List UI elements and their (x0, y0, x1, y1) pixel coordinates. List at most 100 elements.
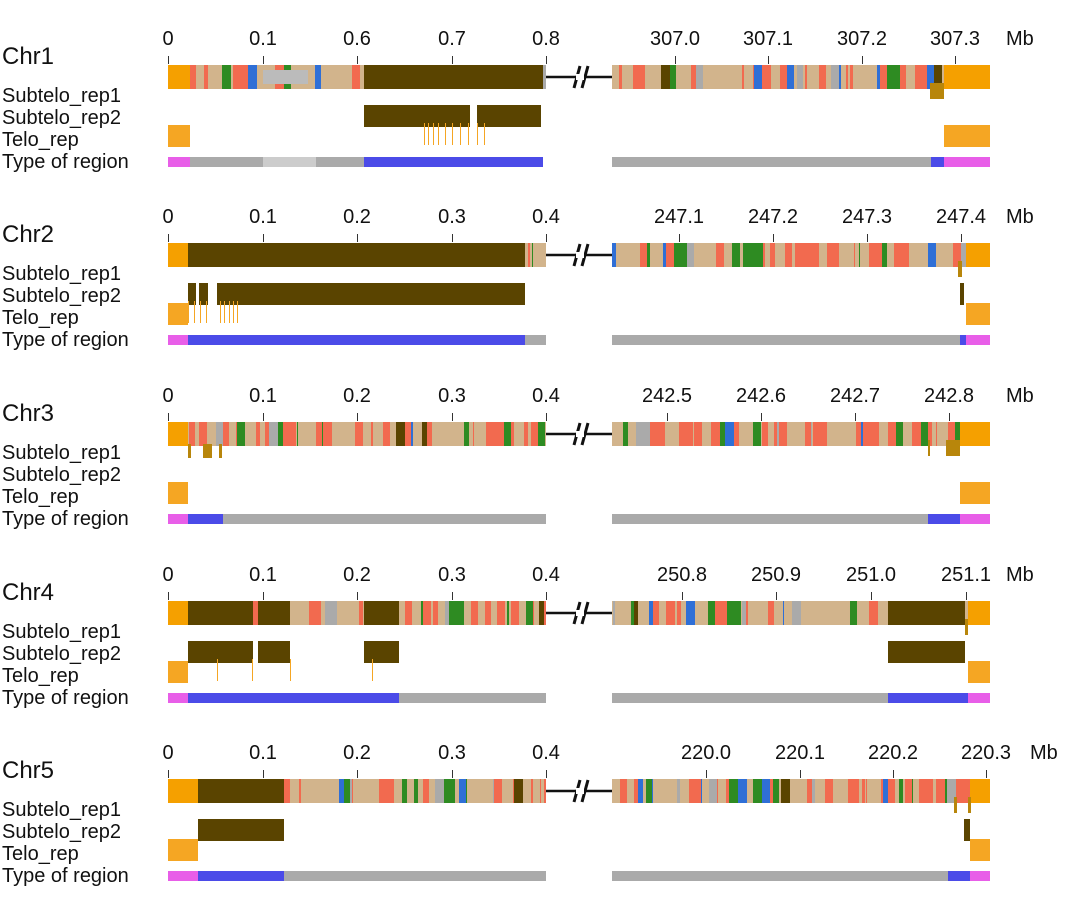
annotation-stripe (207, 422, 216, 446)
region-type-segment (364, 157, 543, 167)
annotation-stripe (753, 65, 754, 89)
axis-tick-label: 0.2 (343, 206, 371, 228)
track-label: Type of region (2, 329, 129, 351)
annotation-stripe (846, 65, 848, 89)
annotation-stripe (294, 601, 303, 625)
track-label: Telo_rep (2, 843, 79, 865)
annotation-stripe (522, 422, 524, 446)
annotation-stripe (303, 601, 309, 625)
annotation-stripe (363, 422, 371, 446)
annotation-stripe (843, 779, 845, 803)
annotation-stripe (854, 243, 855, 267)
annotation-stripe (296, 422, 297, 446)
annotation-stripe (750, 779, 752, 803)
annotation-stripe (839, 243, 843, 267)
annotation-stripe (740, 243, 741, 267)
annotation-stripe (918, 243, 927, 267)
annotation-stripe (252, 422, 255, 446)
annotation-stripe (541, 779, 544, 803)
annotation-stripe (812, 422, 813, 446)
annotation-stripe (770, 422, 774, 446)
track-label: Telo_rep (2, 129, 79, 151)
annotation-stripe (742, 601, 746, 625)
annotation-stripe (352, 422, 355, 446)
annotation-stripe (887, 601, 888, 625)
axis-tick-label: 0 (162, 206, 174, 228)
annotation-stripe (681, 601, 686, 625)
annotation-stripe (231, 65, 233, 89)
annotation-stripe (909, 243, 918, 267)
annotation-stripe (818, 779, 825, 803)
annotation-stripe (421, 601, 423, 625)
annotation-stripe (670, 65, 676, 89)
subtelomere-block (364, 601, 399, 625)
annotation-stripe (768, 422, 770, 446)
annotation-stripe (812, 779, 815, 803)
region-type-segment (316, 157, 364, 167)
axis-tick-label: 0.3 (438, 385, 466, 407)
annotation-stripe (820, 422, 827, 446)
telo-rep-line (224, 301, 225, 323)
annotation-stripe (505, 601, 507, 625)
region-type-segment (399, 693, 546, 703)
chromosome-name: Chr5 (2, 757, 55, 784)
axis-tick (357, 413, 358, 421)
axis-tick (263, 770, 264, 778)
annotation-stripe (352, 65, 360, 89)
annotation-stripe (879, 779, 881, 803)
annotation-stripe (189, 422, 195, 446)
annotation-stripe (196, 65, 204, 89)
annotation-stripe (483, 779, 486, 803)
annotation-stripe (649, 601, 653, 625)
annotation-stripe (870, 422, 879, 446)
axis-tick (168, 56, 169, 64)
annotation-stripe (464, 422, 469, 446)
annotation-stripe (832, 779, 833, 803)
annotation-stripe (343, 422, 352, 446)
axis-tick (682, 592, 683, 600)
annotation-stripe (322, 779, 330, 803)
annotation-stripe (779, 422, 787, 446)
annotation-stripe (307, 779, 313, 803)
annotation-stripe (727, 601, 734, 625)
annotation-stripe (739, 65, 742, 89)
annotation-stripe (792, 601, 801, 625)
annotation-stripe (301, 779, 307, 803)
axis-unit-label: Mb (1006, 206, 1034, 228)
axis-tick (263, 234, 264, 242)
chromosome-name: Chr4 (2, 579, 55, 606)
annotation-stripe (665, 422, 674, 446)
annotation-stripe (676, 601, 677, 625)
annotation-stripe (446, 779, 455, 803)
annotation-stripe (780, 65, 787, 89)
annotation-stripe (796, 65, 797, 89)
annotation-stripe (761, 422, 762, 446)
axis-tick (761, 413, 762, 421)
annotation-stripe (616, 601, 622, 625)
annotation-stripe (471, 601, 478, 625)
axis-tick (546, 770, 547, 778)
axis-tick (168, 413, 169, 421)
axis-tick (800, 770, 801, 778)
annotation-stripe (687, 243, 694, 267)
annotation-stripe (345, 601, 348, 625)
annotation-stripe (208, 65, 215, 89)
annotation-stripe (526, 601, 533, 625)
annotation-stripe (612, 422, 617, 446)
axis-tick-label: 0 (162, 385, 174, 407)
axis-tick (768, 56, 769, 64)
axis-tick-label: 0 (162, 742, 174, 764)
annotation-stripe (402, 779, 407, 803)
annotation-stripe (843, 243, 847, 267)
region-type-segment (612, 871, 948, 881)
annotation-stripe (422, 422, 427, 446)
telo-rep-line (424, 123, 425, 145)
annotation-stripe (633, 243, 639, 267)
annotation-stripe (353, 779, 357, 803)
annotation-stripe (775, 243, 780, 267)
annotation-stripe (702, 422, 711, 446)
annotation-stripe (431, 601, 433, 625)
telo-rep-line (217, 659, 218, 681)
annotation-stripe (459, 422, 464, 446)
telo-rep-block (944, 125, 990, 147)
